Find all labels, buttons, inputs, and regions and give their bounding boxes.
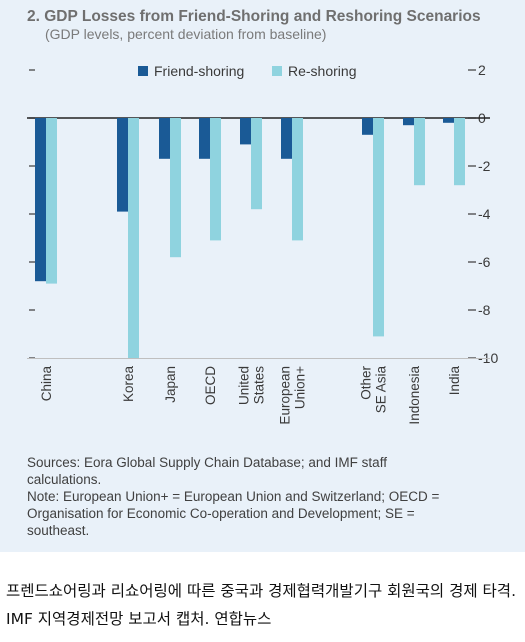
category-label: States bbox=[252, 366, 267, 405]
re-shoring-bar-other-se-asia bbox=[373, 118, 384, 337]
y-tick-label: -4 bbox=[478, 206, 491, 222]
friend-shoring-bar-other-se-asia bbox=[362, 118, 373, 135]
category-label: United bbox=[237, 366, 252, 405]
y-tick-label: 2 bbox=[478, 62, 486, 78]
friend-shoring-bar-european-union- bbox=[281, 118, 292, 159]
chart-card: 2. GDP Losses from Friend-Shoring and Re… bbox=[0, 0, 525, 552]
definitions-note: Note: European Union+ = European Union a… bbox=[27, 489, 440, 538]
category-label: Indonesia bbox=[407, 366, 422, 425]
legend-swatch bbox=[138, 66, 148, 76]
y-tick-label: -6 bbox=[478, 254, 491, 270]
friend-shoring-bar-japan bbox=[159, 118, 170, 159]
category-label: Korea bbox=[121, 366, 136, 403]
category-label: India bbox=[447, 366, 462, 396]
chart-subtitle: (GDP levels, percent deviation from base… bbox=[45, 26, 327, 42]
category-label: Japan bbox=[163, 366, 178, 403]
re-shoring-bar-india bbox=[454, 118, 465, 186]
category-label: China bbox=[39, 366, 54, 402]
legend-swatch bbox=[272, 66, 282, 76]
re-shoring-bar-japan bbox=[170, 118, 181, 258]
sources-note: Sources: Eora Global Supply Chain Databa… bbox=[27, 455, 387, 487]
legend-label: Friend-shoring bbox=[154, 63, 244, 79]
friend-shoring-bar-oecd bbox=[199, 118, 210, 159]
y-tick-label: -8 bbox=[478, 302, 491, 318]
re-shoring-bar-oecd bbox=[210, 118, 221, 241]
friend-shoring-bar-indonesia bbox=[403, 118, 414, 126]
re-shoring-bar-indonesia bbox=[414, 118, 425, 186]
friend-shoring-bar-korea bbox=[117, 118, 128, 212]
category-label: Other bbox=[359, 365, 374, 399]
friend-shoring-bar-india bbox=[443, 118, 454, 123]
re-shoring-bar-china bbox=[46, 118, 57, 284]
friend-shoring-bar-china bbox=[35, 118, 46, 282]
category-label: OECD bbox=[203, 366, 218, 405]
legend-label: Re-shoring bbox=[288, 63, 356, 79]
chart-title: 2. GDP Losses from Friend-Shoring and Re… bbox=[27, 8, 481, 25]
chart-notes: Sources: Eora Global Supply Chain Databa… bbox=[27, 454, 507, 539]
re-shoring-bar-european-union- bbox=[292, 118, 303, 241]
news-caption: 프렌드쇼어링과 리쇼어링에 따른 중국과 경제협력개발기구 회원국의 경제 타격… bbox=[6, 582, 516, 628]
re-shoring-bar-united-states bbox=[251, 118, 262, 210]
category-label: SE Asia bbox=[374, 366, 389, 414]
category-label: European bbox=[278, 366, 293, 425]
re-shoring-bar-korea bbox=[128, 118, 139, 358]
y-tick-label: -2 bbox=[478, 158, 491, 174]
category-label: Union+ bbox=[293, 366, 308, 409]
friend-shoring-bar-united-states bbox=[240, 118, 251, 145]
